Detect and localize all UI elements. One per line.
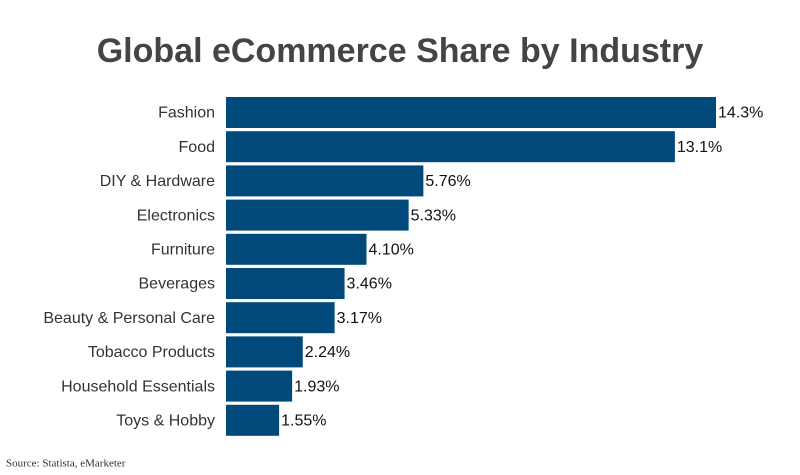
category-label: Tobacco Products [88, 344, 215, 361]
bar [226, 97, 716, 128]
category-label: Toys & Hobby [116, 413, 215, 430]
chart-title: Global eCommerce Share by Industry [97, 32, 704, 70]
value-label: 3.17% [337, 310, 382, 327]
category-label: Beverages [139, 276, 216, 293]
bar [226, 370, 293, 402]
category-label: Furniture [151, 242, 215, 259]
category-label: DIY & Hardware [100, 173, 215, 190]
category-label: Electronics [137, 207, 215, 224]
bar [226, 404, 280, 436]
bar [226, 131, 675, 163]
value-label: 1.55% [281, 413, 326, 430]
value-label: 2.24% [305, 344, 350, 361]
bar [226, 199, 409, 231]
category-label: Fashion [158, 105, 215, 122]
value-label: 5.33% [411, 207, 456, 224]
category-label: Beauty & Personal Care [43, 310, 215, 327]
bar [226, 302, 335, 334]
bar [226, 233, 367, 265]
value-label: 14.3% [718, 105, 763, 122]
bar [226, 165, 424, 197]
bar [226, 336, 303, 368]
value-label: 13.1% [677, 139, 722, 156]
value-label: 4.10% [368, 242, 413, 259]
value-label: 1.93% [294, 378, 339, 395]
category-label: Food [179, 139, 215, 156]
value-label: 5.76% [425, 173, 470, 190]
bar [226, 268, 345, 299]
category-label: Household Essentials [61, 378, 215, 395]
source: Source: Statista, eMarketer [6, 458, 126, 470]
value-label: 3.46% [347, 276, 392, 293]
